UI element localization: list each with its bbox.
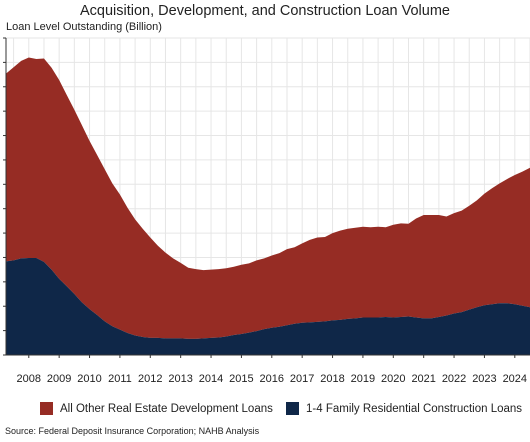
x-tick-label: 2009	[47, 373, 71, 385]
x-tick-label: 2012	[138, 373, 162, 385]
x-tick-label: 2008	[17, 373, 41, 385]
areas	[6, 57, 530, 355]
legend-item-other: All Other Real Estate Development Loans	[40, 402, 273, 415]
x-tick-label: 2023	[472, 373, 496, 385]
x-tick-label: 2018	[320, 373, 344, 385]
x-tick-label: 2021	[411, 373, 435, 385]
legend-label-other: All Other Real Estate Development Loans	[60, 402, 273, 415]
legend-label-family: 1-4 Family Residential Construction Loan…	[306, 402, 523, 415]
axes	[3, 37, 530, 358]
x-tick-label: 2013	[168, 373, 192, 385]
chart-title: Acquisition, Development, and Constructi…	[80, 3, 450, 19]
x-tick-label: 2010	[77, 373, 101, 385]
area-other-real-estate	[6, 57, 530, 339]
legend-swatch-family	[286, 402, 299, 415]
x-tick-label: 2011	[108, 373, 132, 385]
legend: All Other Real Estate Development Loans …	[0, 402, 530, 420]
y-axis-label: Loan Level Outstanding (Billion)	[6, 21, 162, 33]
x-tick-label: 2015	[229, 373, 253, 385]
x-tick-label: 2024	[503, 373, 527, 385]
x-tick-label: 2020	[381, 373, 405, 385]
x-tick-label: 2019	[351, 373, 375, 385]
x-tick-label: 2016	[260, 373, 284, 385]
x-tick-label: 2022	[442, 373, 466, 385]
x-tick-label: 2014	[199, 373, 223, 385]
x-tick-label: 2017	[290, 373, 314, 385]
area-family-construction	[6, 257, 530, 355]
legend-item-family: 1-4 Family Residential Construction Loan…	[286, 402, 522, 415]
source-note: Source: Federal Deposit Insurance Corpor…	[5, 426, 260, 436]
legend-swatch-other	[40, 402, 53, 415]
x-tick-labels: 2008 2009 2010 2011 2012 2013 2014 2015 2016 2017…	[17, 373, 528, 385]
